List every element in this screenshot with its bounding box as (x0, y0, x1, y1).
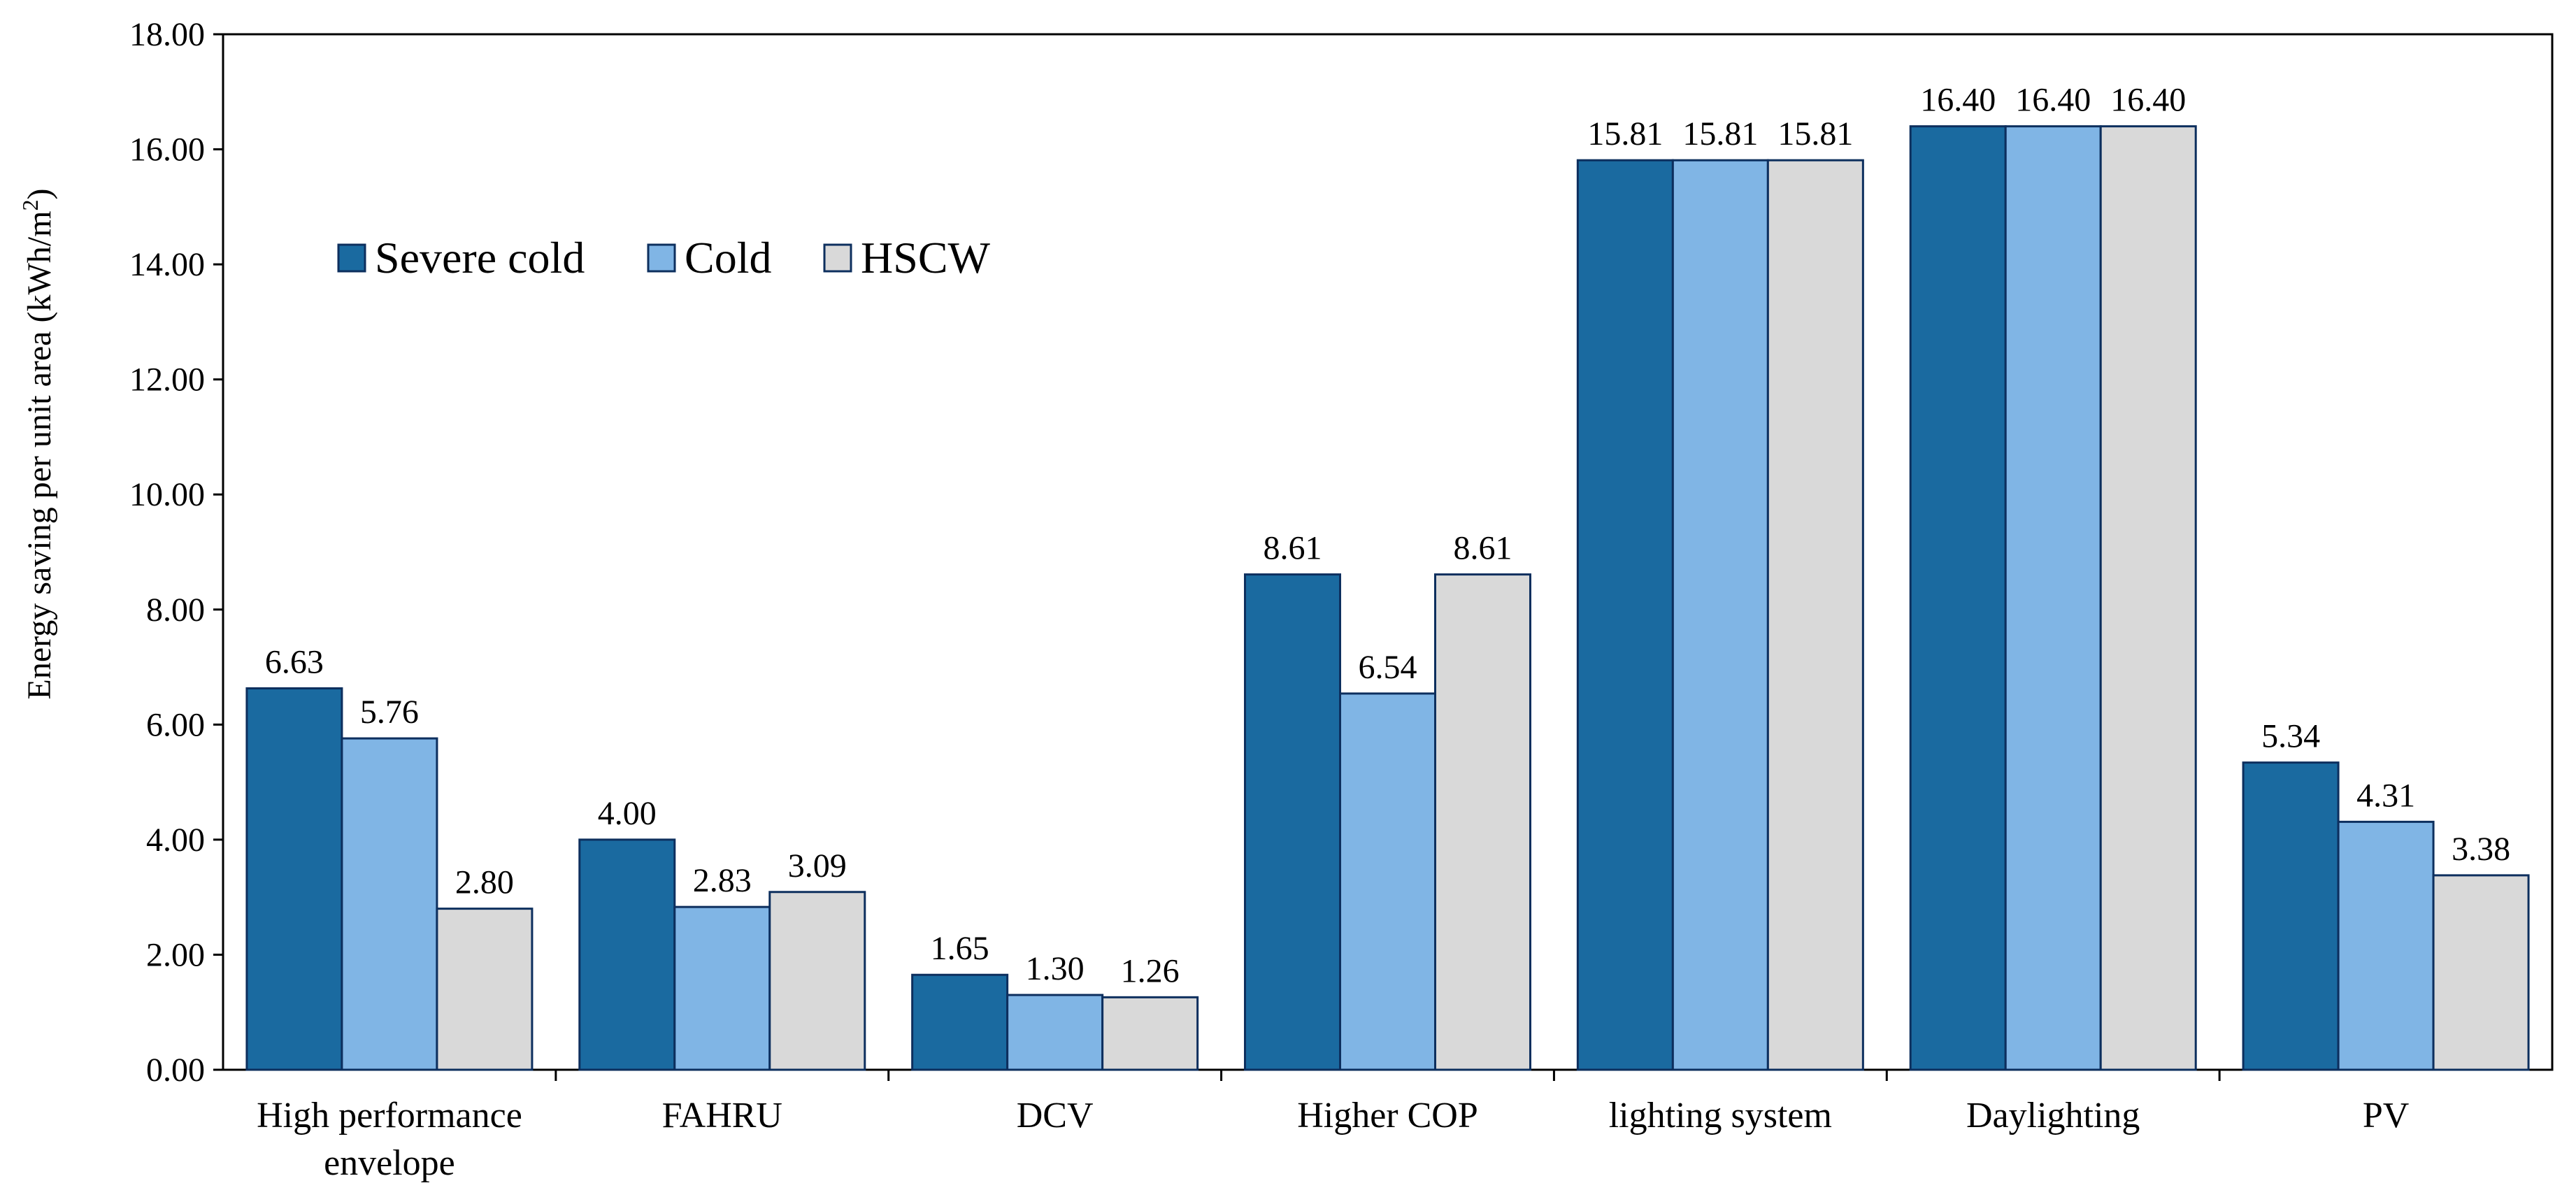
bar (673, 905, 771, 1071)
data-label: 2.80 (455, 864, 514, 901)
bar (2337, 820, 2435, 1071)
data-label: 2.83 (693, 862, 752, 899)
bar (1101, 996, 1199, 1071)
bar (245, 687, 343, 1071)
x-category-label: Higher COP (1297, 1096, 1478, 1135)
data-label: 8.61 (1264, 530, 1322, 567)
y-tick-label: 18.00 (129, 16, 205, 53)
data-label: 6.63 (265, 643, 324, 680)
x-category-label: envelope (324, 1143, 455, 1183)
y-tick-label: 2.00 (146, 936, 205, 973)
bar (1671, 159, 1769, 1071)
bar (1006, 994, 1104, 1071)
bar (436, 908, 534, 1071)
data-label: 4.31 (2356, 777, 2415, 814)
data-label: 16.40 (2015, 82, 2091, 119)
y-tick-label: 4.00 (146, 822, 205, 859)
data-label: 15.81 (1682, 115, 1758, 152)
data-label: 1.30 (1026, 950, 1085, 987)
bar (2432, 874, 2530, 1071)
data-label: 15.81 (1777, 115, 1853, 152)
y-tick-label: 12.00 (129, 361, 205, 399)
bar (578, 838, 676, 1071)
bar (1576, 159, 1674, 1071)
bar (1766, 159, 1864, 1071)
x-category-label: PV (2363, 1096, 2409, 1135)
data-label: 1.26 (1121, 952, 1180, 989)
y-tick-label: 14.00 (129, 246, 205, 283)
bar (2099, 125, 2197, 1071)
bar (768, 891, 866, 1071)
data-label: 5.76 (360, 694, 419, 731)
data-label: 3.09 (788, 847, 847, 884)
data-label: 3.38 (2452, 831, 2510, 868)
legend-swatch (647, 243, 676, 273)
plot-area: 0.00 2.00 4.00 6.00 8.00 10.00 12.00 14.00 16.00… (129, 16, 2554, 1183)
y-tick-label: 8.00 (146, 592, 205, 629)
data-label: 4.00 (598, 795, 657, 832)
x-category-label: lighting system (1609, 1096, 1832, 1135)
data-label: 6.54 (1359, 649, 1417, 686)
y-tick-label: 16.00 (129, 131, 205, 169)
y-tick-label: 10.00 (129, 476, 205, 513)
y-tick-label: 6.00 (146, 706, 205, 743)
bar (2242, 761, 2340, 1071)
x-category-label: High performance (257, 1096, 522, 1135)
bar (2004, 125, 2102, 1071)
bar (1244, 573, 1341, 1071)
legend-swatch (823, 243, 852, 273)
data-label: 16.40 (2110, 82, 2186, 119)
bar (911, 973, 1009, 1071)
data-label: 1.65 (931, 930, 989, 967)
x-category-label: Daylighting (1966, 1096, 2140, 1135)
bar (1434, 573, 1531, 1071)
legend-label: Severe cold (375, 233, 585, 282)
bar (1339, 692, 1436, 1071)
legend-label: Cold (685, 233, 771, 282)
y-axis-label: Energy saving per unit area (kWh/m2) (17, 189, 58, 700)
legend: Severe cold Cold HSCW (337, 233, 991, 282)
bar (1909, 125, 2007, 1071)
legend-label: HSCW (861, 233, 991, 282)
bar (341, 737, 438, 1071)
x-category-label: DCV (1017, 1096, 1094, 1135)
y-tick-label: 0.00 (146, 1052, 205, 1089)
data-label: 8.61 (1454, 530, 1512, 567)
data-label: 16.40 (1920, 82, 1996, 119)
legend-swatch (337, 243, 366, 273)
data-label: 15.81 (1587, 115, 1663, 152)
data-label: 5.34 (2261, 718, 2320, 755)
x-category-label: FAHRU (662, 1096, 782, 1135)
